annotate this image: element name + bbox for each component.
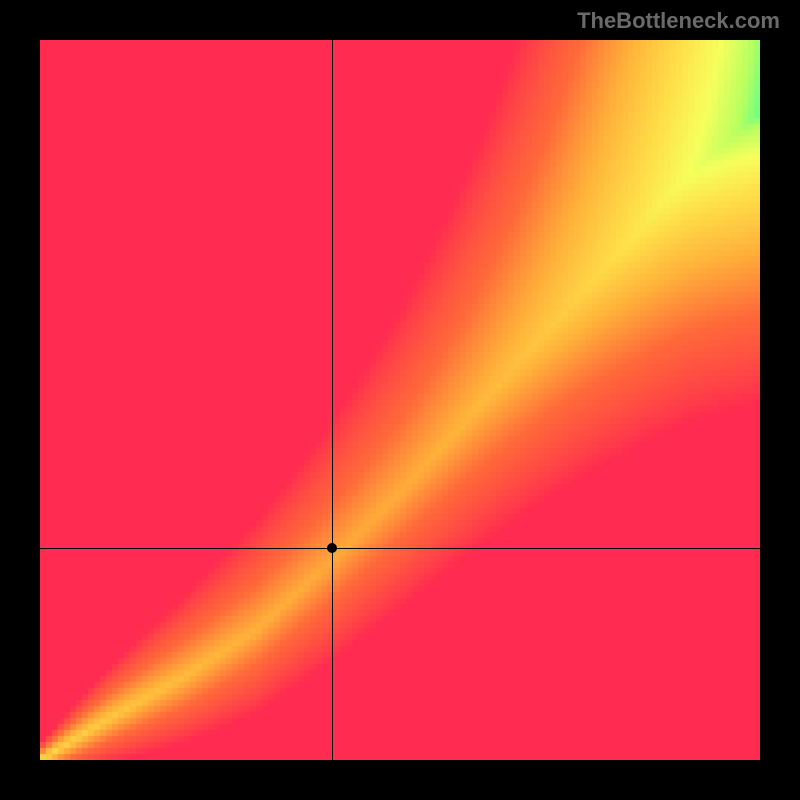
crosshair-horizontal bbox=[40, 548, 760, 549]
watermark-text: TheBottleneck.com bbox=[577, 8, 780, 34]
crosshair-dot bbox=[327, 543, 337, 553]
heatmap-canvas bbox=[40, 40, 760, 760]
heatmap-plot bbox=[40, 40, 760, 760]
crosshair-vertical bbox=[332, 40, 333, 760]
